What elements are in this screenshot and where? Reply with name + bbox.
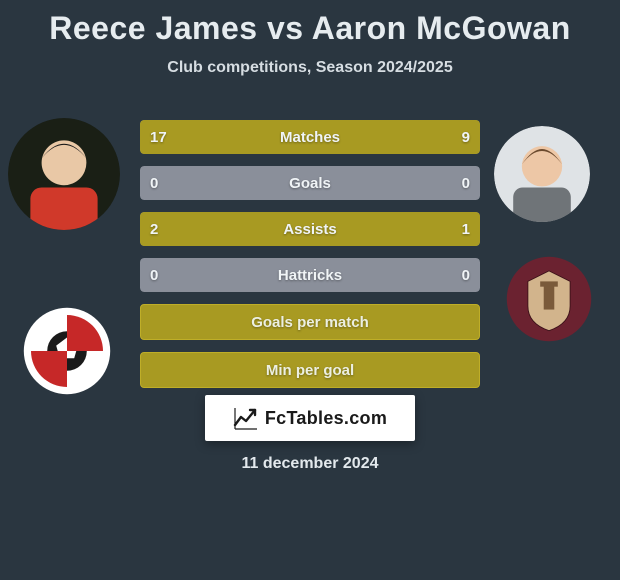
date-label: 11 december 2024 bbox=[0, 455, 620, 473]
stat-row-empty: Goals per match bbox=[140, 304, 480, 340]
subtitle: Club competitions, Season 2024/2025 bbox=[0, 59, 620, 77]
stat-row: 179Matches bbox=[140, 120, 480, 154]
stat-row: 00Goals bbox=[140, 166, 480, 200]
club-right-svg bbox=[505, 255, 593, 343]
player-right-avatar bbox=[494, 126, 590, 222]
stat-label: Goals bbox=[140, 166, 480, 200]
brand-badge: FcTables.com bbox=[205, 395, 415, 441]
player-right-avatar-svg bbox=[494, 126, 590, 222]
stat-label: Assists bbox=[140, 212, 480, 246]
player-left-club-badge bbox=[22, 306, 112, 396]
player-right-club-badge bbox=[504, 254, 594, 344]
stat-row: 00Hattricks bbox=[140, 258, 480, 292]
club-left-svg bbox=[22, 306, 112, 396]
page-title: Reece James vs Aaron McGowan bbox=[0, 0, 620, 47]
stat-row-empty: Min per goal bbox=[140, 352, 480, 388]
stat-row: 21Assists bbox=[140, 212, 480, 246]
player-left-avatar-svg bbox=[8, 118, 120, 230]
brand-logo-icon bbox=[233, 405, 259, 431]
stats-panel: 179Matches 00Goals 21Assists 00Hattricks Goa… bbox=[140, 120, 480, 400]
stat-label: Matches bbox=[140, 120, 480, 154]
comparison-card: Reece James vs Aaron McGowan Club compet… bbox=[0, 0, 620, 580]
player-left-avatar bbox=[8, 118, 120, 230]
brand-text: FcTables.com bbox=[265, 408, 387, 429]
stat-label: Hattricks bbox=[140, 258, 480, 292]
